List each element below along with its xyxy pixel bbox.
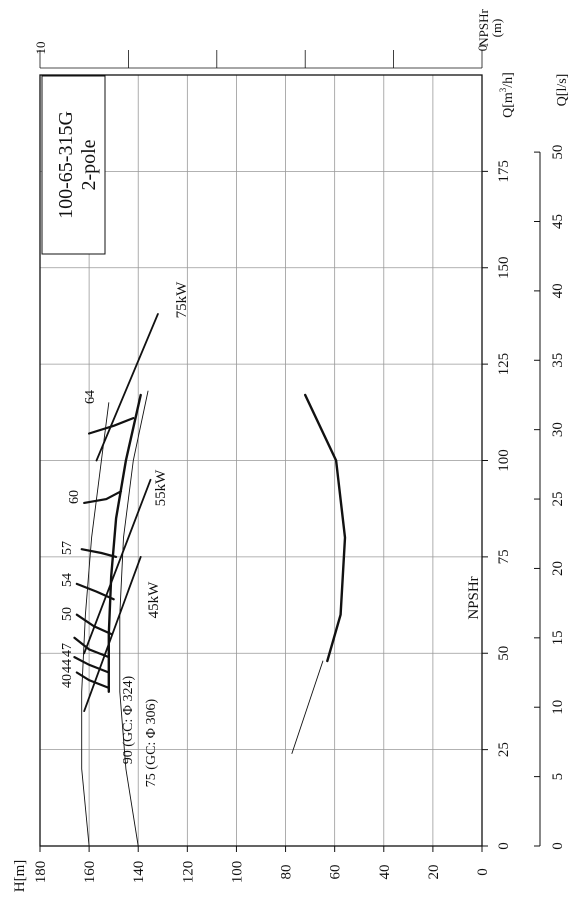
npshr-tick-label: 10: [33, 42, 48, 55]
data-curves: [73, 313, 347, 847]
h-tick-label: 180: [33, 861, 49, 884]
tick-labels: 0204060801001201401601800255075100125150…: [33, 42, 566, 884]
h-tick-label: 100: [229, 861, 245, 884]
efficiency-contour-54: [75, 582, 115, 601]
q-tick-label: 50: [496, 646, 512, 661]
h-tick-label: 20: [426, 865, 442, 880]
x-axis-label-base: Q[m: [501, 92, 516, 118]
q2-tick-label: 30: [550, 422, 566, 437]
efficiency-label-54: 54: [60, 573, 75, 587]
pole-count: 2-pole: [78, 139, 100, 190]
q-tick-label: 0: [496, 842, 512, 850]
model-name: 100-65-315G: [55, 111, 77, 219]
q-tick-label: 100: [496, 449, 512, 472]
q2-tick-label: 15: [550, 630, 566, 645]
q2-tick-label: 35: [550, 353, 566, 368]
q2-tick-label: 0: [550, 842, 566, 850]
power-line-55kw-label: 55kW: [153, 469, 169, 507]
efficiency-contour-50: [75, 613, 113, 636]
q-tick-label: 150: [496, 257, 512, 280]
q-tick-label: 175: [496, 160, 512, 183]
q-tick-label: 25: [496, 742, 512, 757]
x-axis-label: Q[m3/h]: [498, 72, 516, 118]
q2-tick-label: 45: [550, 214, 566, 229]
efficiency-contour-47: [73, 636, 110, 659]
grid-lines: [40, 75, 482, 846]
head-curve-90-label: 90 (GC: Φ 324): [121, 675, 136, 764]
efficiency-label-40: 40: [60, 674, 75, 688]
q2-tick-label: 20: [550, 561, 566, 576]
h-tick-label: 120: [180, 861, 196, 884]
power-line-45kw: [83, 556, 142, 712]
model-box: 100-65-315G 2-pole: [41, 75, 106, 255]
efficiency-label-64: 64: [83, 390, 98, 404]
NPSHr-curve: [304, 393, 347, 663]
h-tick-label: 80: [279, 865, 295, 880]
90-curve: [81, 402, 110, 847]
efficiency-contour-64: [88, 417, 135, 435]
npshr-axis-label: NPSHr: [476, 9, 491, 47]
axis-ticks: [39, 50, 541, 852]
h-tick-label: 140: [131, 861, 147, 884]
x-axis-label-end: /h]: [501, 72, 516, 88]
efficiency-label-50: 50: [60, 607, 75, 621]
q2-tick-label: 10: [550, 700, 566, 715]
power-line-45kw-label: 45kW: [146, 581, 162, 619]
power-line-75kw: [95, 313, 159, 462]
h-tick-label: 60: [328, 865, 344, 880]
efficiency-label-47: 47: [60, 643, 75, 657]
q-tick-label: 125: [496, 353, 512, 376]
q2-tick-label: 50: [550, 145, 566, 160]
y-axis-label: H[m]: [12, 860, 28, 893]
h-tick-label: 40: [377, 865, 393, 880]
efficiency-contour-40: [75, 671, 110, 689]
h-tick-label: 160: [82, 861, 98, 884]
efficiency-label-57: 57: [60, 541, 75, 555]
x2-axis-label: Q[l/s]: [555, 74, 569, 107]
head-curve-75-label: 75 (GC: Φ 306): [144, 698, 159, 787]
x-axis-label-sup: 3: [498, 87, 508, 92]
efficiency-label-44: 44: [60, 659, 75, 673]
power-line-75kw-label: 75kW: [174, 281, 190, 319]
efficiency-label-60: 60: [67, 490, 82, 504]
q2-tick-label: 25: [550, 492, 566, 507]
npshr-axis-unit: (m): [489, 19, 504, 38]
npshr-curve-label: NPSHr: [466, 576, 482, 619]
q2-tick-label: 40: [550, 283, 566, 298]
npshr-tick-label: 0: [475, 45, 490, 52]
efficiency-contour-44: [73, 656, 110, 674]
power-line-55kw: [83, 478, 152, 655]
efficiency-contour-60: [83, 490, 123, 504]
h-tick-label: 0: [475, 868, 491, 876]
efficiency-contour-57: [80, 548, 118, 558]
npshr-thin-curve: [291, 660, 324, 754]
head-curve: [107, 393, 142, 693]
q2-tick-label: 5: [550, 773, 566, 781]
q-tick-label: 75: [496, 549, 512, 564]
